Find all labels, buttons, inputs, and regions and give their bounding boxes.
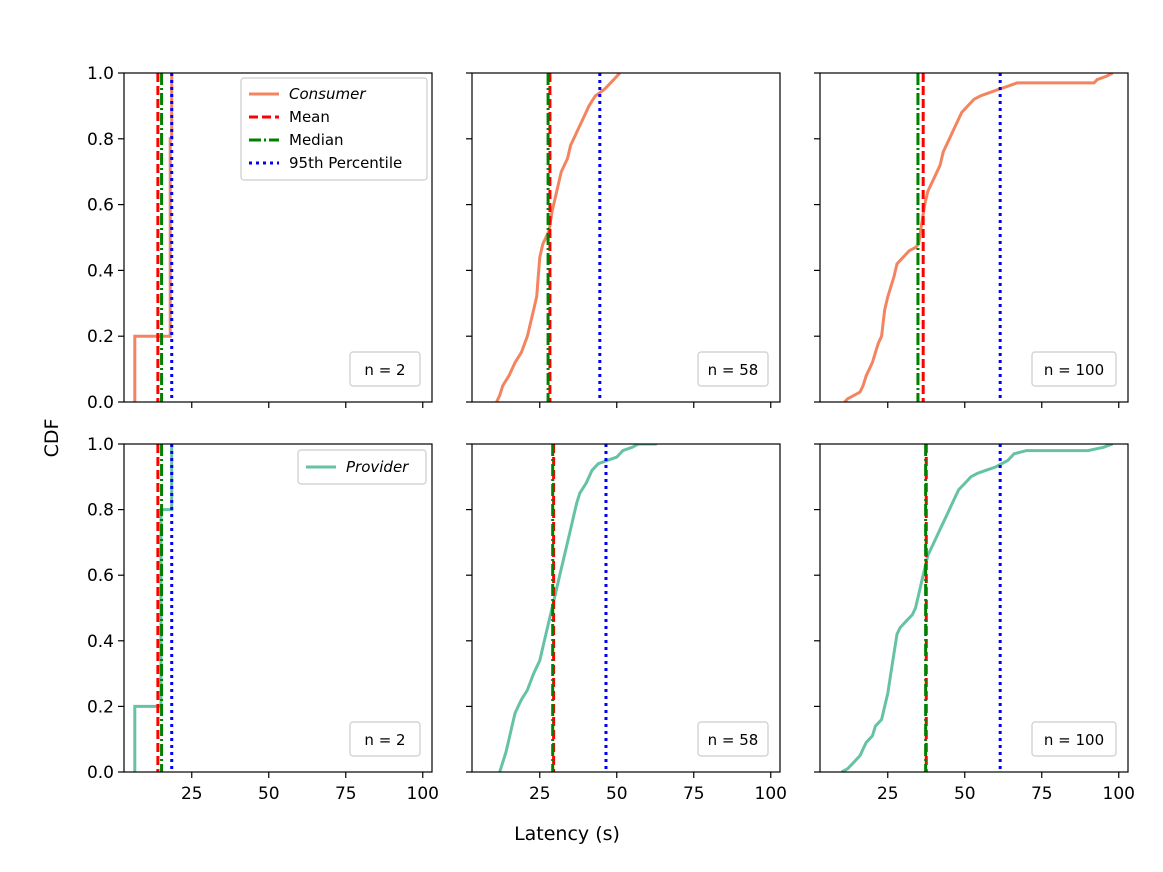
y-axis-label: CDF [41, 419, 63, 458]
panel-5: 25 50 75 100 n = 58 [466, 443, 787, 804]
n-label: n = 100 [1044, 731, 1104, 749]
axes-frame [123, 72, 433, 403]
x-tick-label: 100 [1103, 784, 1135, 804]
axes-frame [471, 443, 781, 773]
y-tick-label: 1.0 [87, 64, 114, 84]
legend-box [297, 449, 427, 485]
x-tick-label: 75 [683, 784, 705, 804]
x-tick-label: 50 [606, 784, 628, 804]
x-tick-label: 25 [877, 784, 899, 804]
provider-cdf-line [498, 444, 657, 772]
axes-frame [819, 72, 1129, 403]
n-label: n = 2 [364, 731, 405, 749]
panel-6: 25 50 75 100 n = 100 [814, 443, 1135, 804]
panel-1: 0.0 0.2 0.4 0.6 0.8 1.0 n = 2 Consumer Mean Media… [87, 64, 433, 413]
consumer-cdf-line [133, 73, 174, 402]
x-tick-label: 75 [335, 784, 357, 804]
provider-cdf-line [133, 444, 174, 772]
x-tick-label: 100 [407, 784, 439, 804]
panel-3: n = 100 [814, 72, 1129, 408]
y-tick-label: 0.0 [87, 393, 114, 413]
x-tick-label: 25 [181, 784, 203, 804]
legend-median-label: Median [289, 131, 344, 149]
legend-consumer-label: Consumer [289, 85, 366, 103]
n-label: n = 100 [1044, 361, 1104, 379]
n-label: n = 58 [708, 731, 759, 749]
y-tick-label: 0.4 [87, 632, 114, 652]
x-axis-label: Latency (s) [514, 823, 620, 845]
axes-frame [471, 72, 781, 403]
x-tick-label: 50 [258, 784, 280, 804]
n-label: n = 2 [364, 361, 405, 379]
x-tick-label: 25 [529, 784, 551, 804]
y-tick-label: 0.0 [87, 763, 114, 783]
n-label-box [349, 351, 421, 387]
x-tick-label: 100 [755, 784, 787, 804]
y-tick-label: 0.6 [87, 196, 114, 216]
y-tick-label: 0.2 [87, 327, 114, 347]
n-label-box [697, 351, 769, 387]
n-label-box [697, 721, 769, 757]
axes-frame [819, 443, 1129, 773]
x-tick-label: 75 [1031, 784, 1053, 804]
y-tick-label: 0.2 [87, 697, 114, 717]
y-tick-label: 0.4 [87, 261, 114, 281]
y-tick-label: 1.0 [87, 435, 114, 455]
legend-provider-label: Provider [346, 458, 409, 476]
legend-box [240, 77, 428, 181]
n-label-box [349, 721, 421, 757]
legend-mean-label: Mean [289, 108, 330, 126]
n-label-box [1031, 351, 1117, 387]
x-tick-label: 50 [954, 784, 976, 804]
y-tick-label: 0.6 [87, 566, 114, 586]
n-label: n = 58 [708, 361, 759, 379]
panel-4: 25 50 75 100 0.0 0.2 0.4 0.6 0.8 1.0 n = 2 Provider [87, 435, 439, 804]
y-tick-label: 0.8 [87, 501, 114, 521]
n-label-box [1031, 721, 1117, 757]
legend-p95-label: 95th Percentile [289, 154, 402, 172]
y-tick-label: 0.8 [87, 130, 114, 150]
panel-2: n = 58 [466, 72, 781, 408]
provider-cdf-line [840, 444, 1114, 772]
axes-frame [123, 443, 433, 773]
